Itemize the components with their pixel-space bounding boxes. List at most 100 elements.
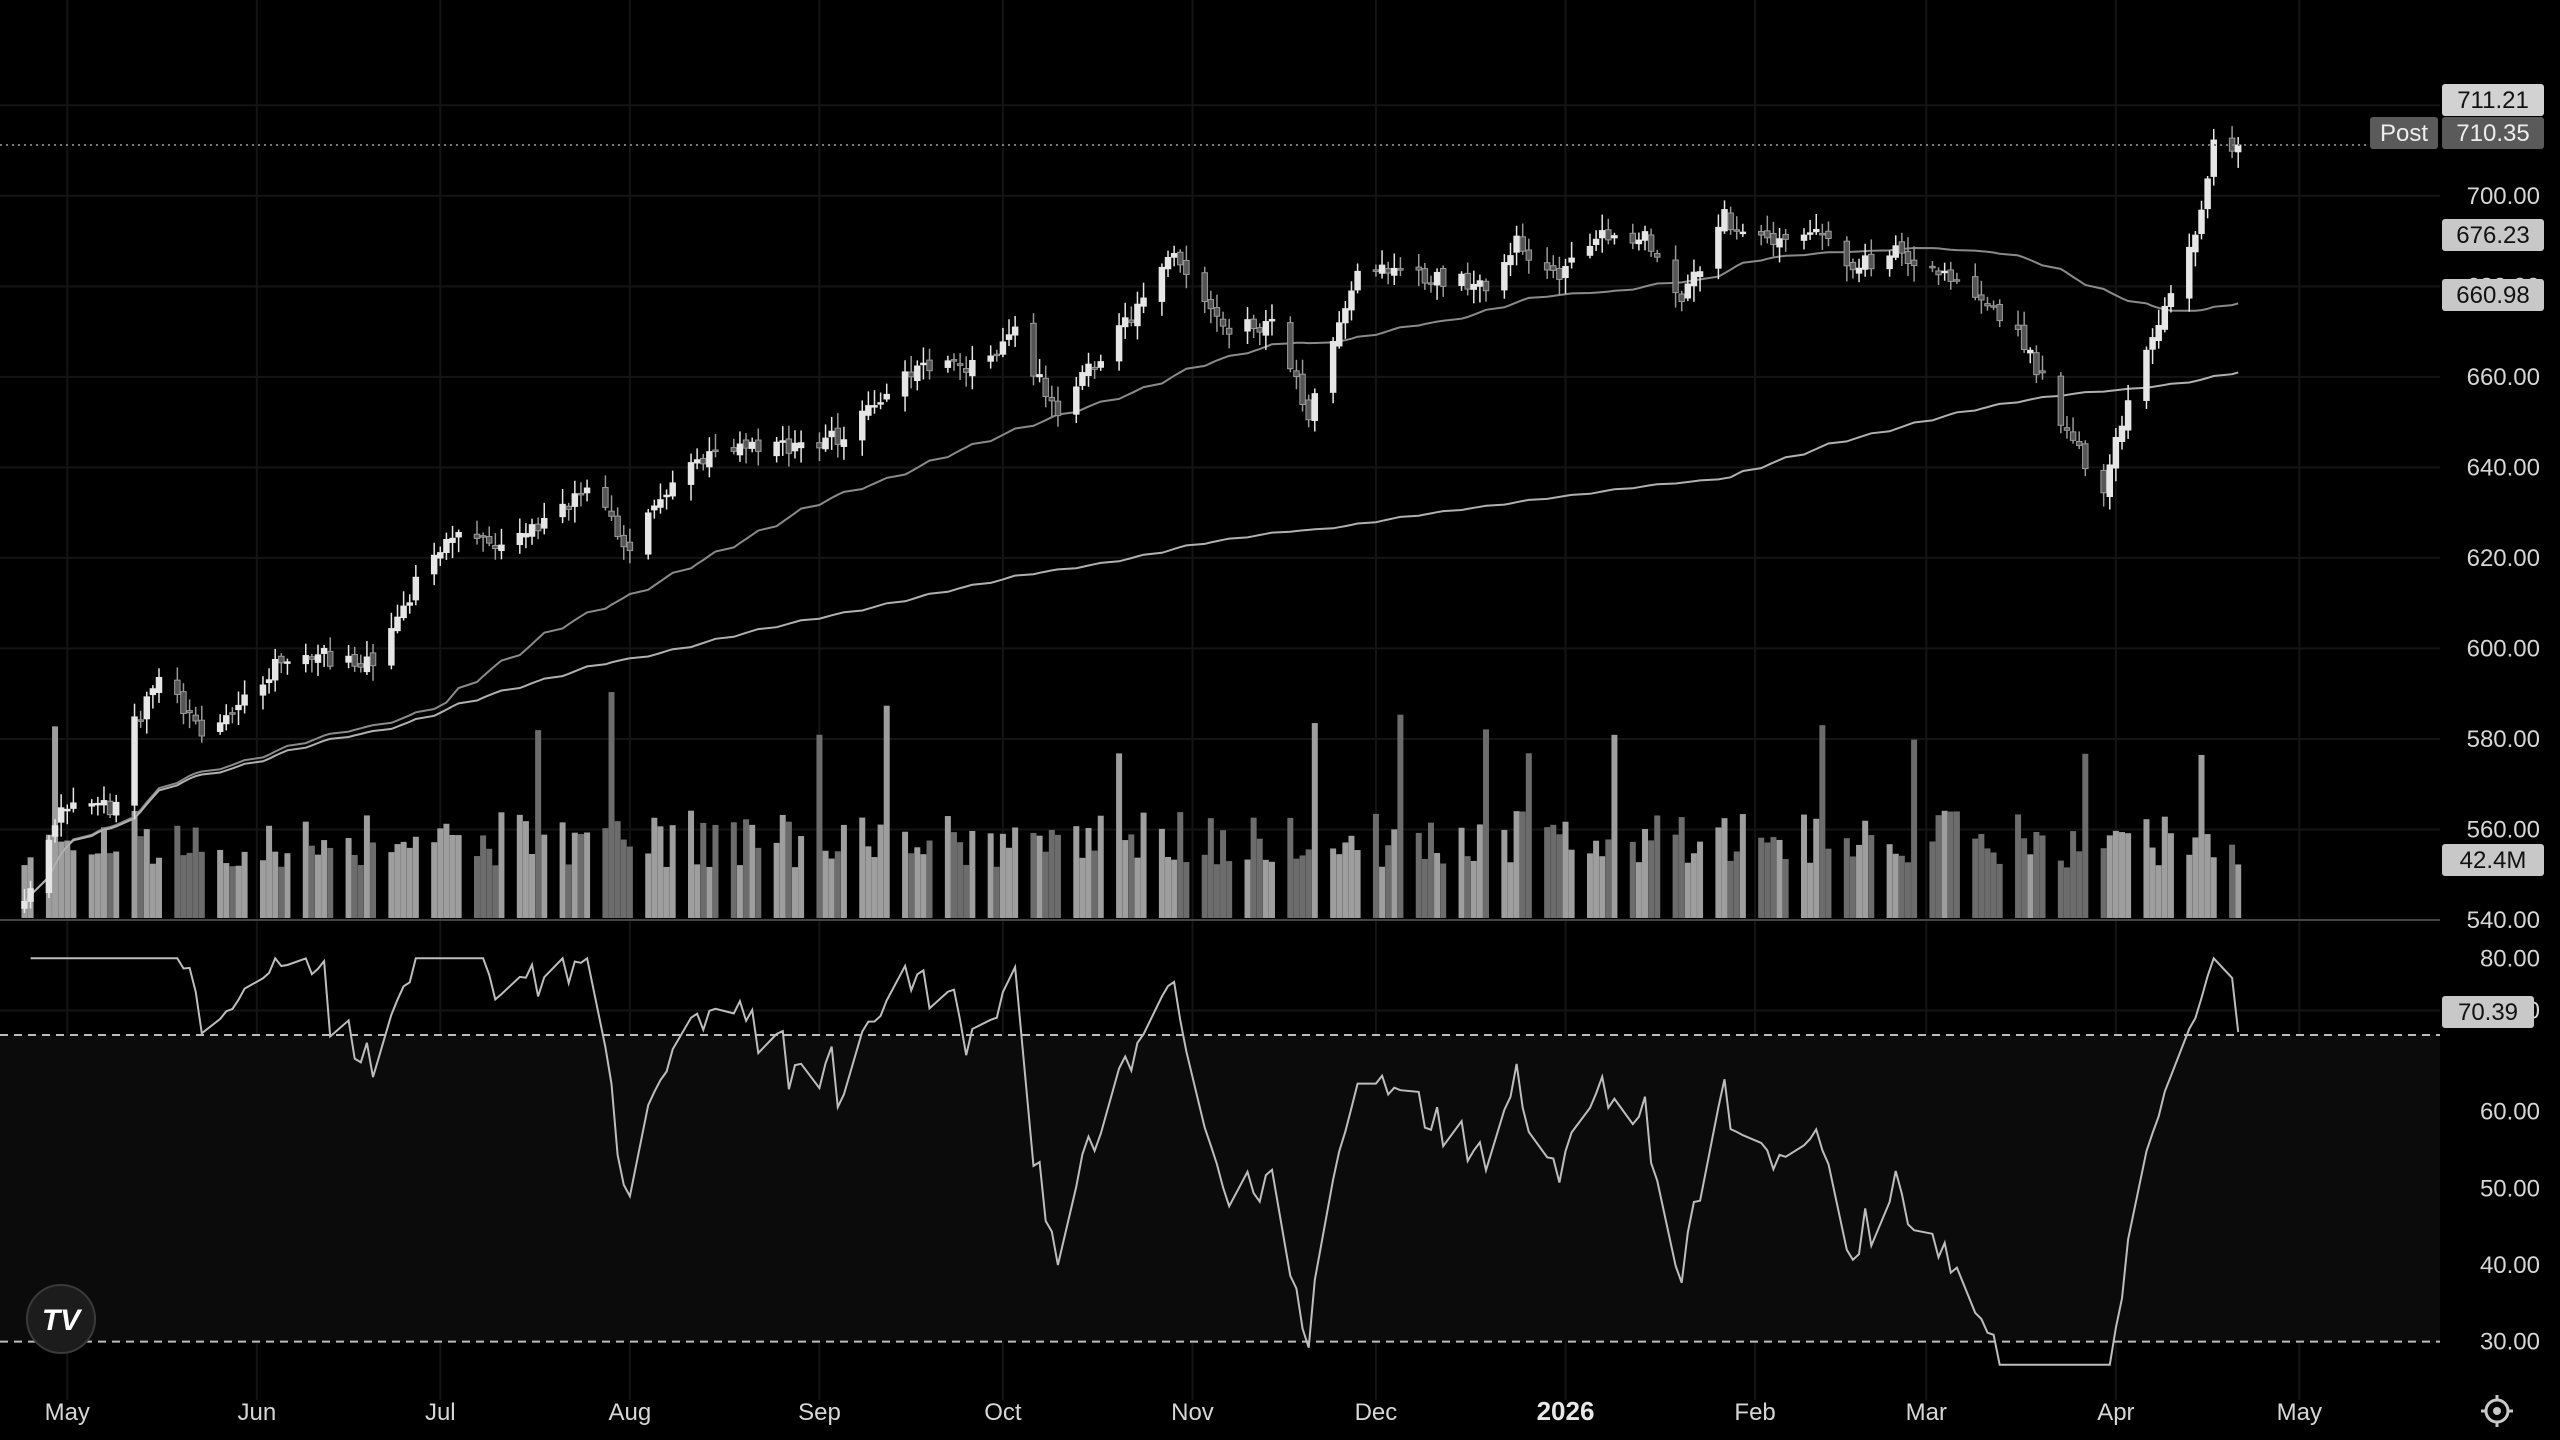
candle[interactable] xyxy=(1800,228,1808,250)
candle[interactable] xyxy=(1250,314,1257,339)
candle[interactable] xyxy=(2033,345,2040,384)
candle[interactable] xyxy=(57,794,65,837)
candle[interactable] xyxy=(748,437,756,453)
candle[interactable] xyxy=(1207,290,1215,324)
candle[interactable] xyxy=(2118,415,2126,450)
candle[interactable] xyxy=(620,525,627,560)
candle[interactable] xyxy=(1421,262,1429,290)
candle[interactable] xyxy=(1690,259,1698,302)
candle[interactable] xyxy=(1519,223,1526,255)
candle[interactable] xyxy=(1978,280,1985,314)
candle[interactable] xyxy=(883,383,890,402)
candle[interactable] xyxy=(657,483,664,514)
candle[interactable] xyxy=(2143,346,2150,410)
candle[interactable] xyxy=(406,594,413,614)
candle[interactable] xyxy=(2186,233,2193,312)
candle[interactable] xyxy=(2069,417,2077,444)
candle[interactable] xyxy=(608,495,615,522)
candle[interactable] xyxy=(1990,300,1997,311)
candle[interactable] xyxy=(131,703,138,820)
candle[interactable] xyxy=(1941,262,1948,281)
candle[interactable] xyxy=(1213,294,1221,332)
candle[interactable] xyxy=(602,475,609,511)
candle[interactable] xyxy=(926,348,933,380)
candle[interactable] xyxy=(1391,253,1398,285)
candle[interactable] xyxy=(1739,223,1747,237)
candle[interactable] xyxy=(1427,275,1435,293)
candle[interactable] xyxy=(816,432,823,462)
candle[interactable] xyxy=(229,707,236,724)
candle[interactable] xyxy=(1715,214,1722,280)
candle[interactable] xyxy=(149,685,157,709)
candle[interactable] xyxy=(363,641,371,676)
candle[interactable] xyxy=(969,346,976,390)
candle[interactable] xyxy=(541,502,548,535)
candle[interactable] xyxy=(565,502,572,521)
candle[interactable] xyxy=(822,424,829,452)
candle[interactable] xyxy=(2161,297,2169,333)
candle[interactable] xyxy=(51,819,59,843)
candle[interactable] xyxy=(755,428,762,466)
candle[interactable] xyxy=(320,644,328,667)
candle[interactable] xyxy=(1929,261,1936,273)
candle[interactable] xyxy=(70,787,77,813)
candle[interactable] xyxy=(492,533,499,560)
candle[interactable] xyxy=(1984,296,1991,311)
candle[interactable] xyxy=(1696,266,1704,292)
candle[interactable] xyxy=(2124,384,2132,439)
candle[interactable] xyxy=(1287,316,1294,373)
candle[interactable] xyxy=(455,529,462,553)
candle[interactable] xyxy=(559,488,566,524)
candle[interactable] xyxy=(259,676,267,710)
candle[interactable] xyxy=(1158,263,1166,316)
candle[interactable] xyxy=(351,646,358,672)
candle[interactable] xyxy=(437,546,444,566)
candle[interactable] xyxy=(1164,250,1172,277)
candle[interactable] xyxy=(1996,299,2003,328)
candle[interactable] xyxy=(2155,309,2162,349)
candle[interactable] xyxy=(1170,245,1178,267)
candle[interactable] xyxy=(1115,313,1123,371)
candle[interactable] xyxy=(1592,230,1600,251)
candle[interactable] xyxy=(1476,274,1484,303)
candle[interactable] xyxy=(828,416,835,450)
candle[interactable] xyxy=(2020,311,2028,353)
candle[interactable] xyxy=(791,430,799,459)
candle[interactable] xyxy=(859,400,866,456)
candle[interactable] xyxy=(1507,242,1514,276)
candle[interactable] xyxy=(626,528,634,564)
candle[interactable] xyxy=(137,710,144,728)
candle[interactable] xyxy=(528,518,536,545)
candle[interactable] xyxy=(1898,232,1906,266)
candle[interactable] xyxy=(485,526,493,547)
candle[interactable] xyxy=(730,438,738,455)
candle[interactable] xyxy=(430,542,438,586)
candle[interactable] xyxy=(1598,214,1606,253)
candle[interactable] xyxy=(669,470,676,500)
candle[interactable] xyxy=(614,507,621,540)
candle[interactable] xyxy=(1256,323,1263,346)
candle[interactable] xyxy=(1764,215,1771,244)
candle[interactable] xyxy=(1678,290,1685,312)
candle[interactable] xyxy=(1806,219,1814,240)
candle[interactable] xyxy=(1482,278,1490,302)
candle[interactable] xyxy=(1892,235,1899,261)
candle[interactable] xyxy=(112,794,120,823)
candle[interactable] xyxy=(1611,232,1618,245)
candle[interactable] xyxy=(1054,386,1062,427)
candle[interactable] xyxy=(394,604,401,634)
candle[interactable] xyxy=(2167,285,2175,313)
candle[interactable] xyxy=(516,518,524,554)
candle[interactable] xyxy=(736,431,744,462)
candle[interactable] xyxy=(186,699,193,729)
candle[interactable] xyxy=(1134,291,1141,340)
candle[interactable] xyxy=(1464,262,1471,296)
candle[interactable] xyxy=(326,637,334,670)
candle[interactable] xyxy=(192,706,199,725)
candle[interactable] xyxy=(1605,218,1612,245)
candle[interactable] xyxy=(345,645,352,669)
candle[interactable] xyxy=(1268,304,1276,336)
candle[interactable] xyxy=(865,391,872,421)
candle[interactable] xyxy=(1910,246,1918,282)
